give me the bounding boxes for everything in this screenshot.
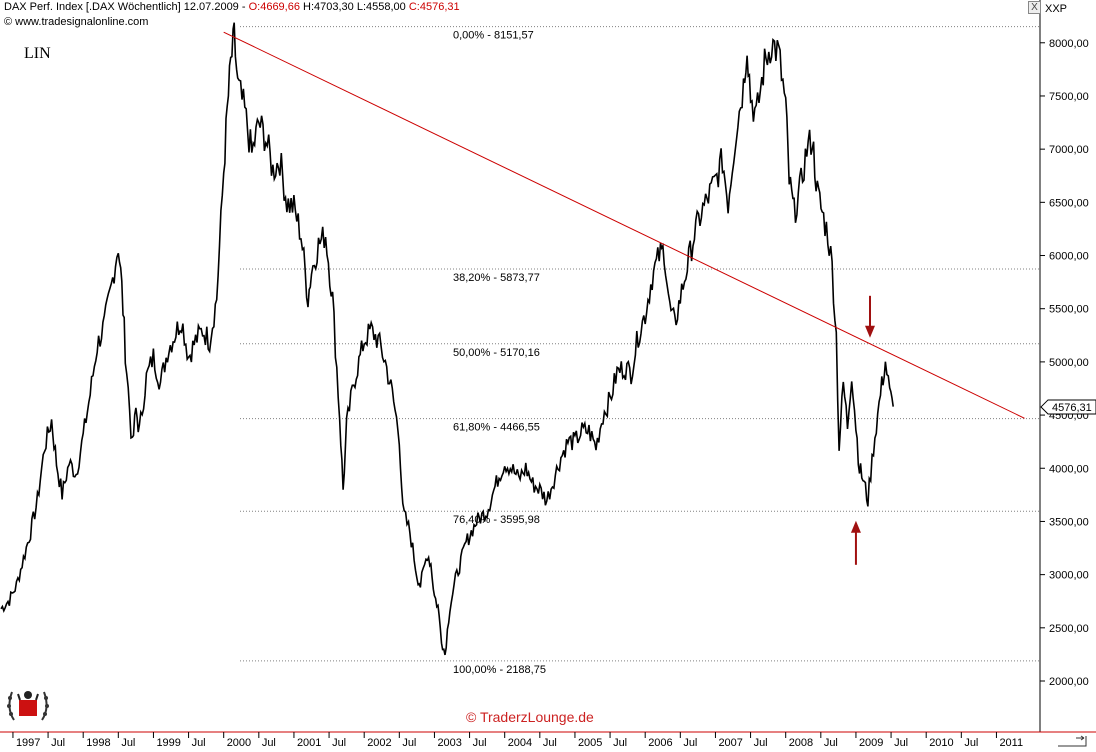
- instrument-title: DAX Perf. Index [.DAX Wöchentlich]: [4, 1, 181, 13]
- x-tick-label: 2011: [999, 737, 1023, 749]
- scale-label: LIN: [24, 45, 51, 62]
- x-tick-label: Jul: [824, 737, 838, 749]
- fib-level-label: 50,00% - 5170,16: [453, 347, 540, 359]
- arrow-head: [850, 520, 861, 533]
- fib-level-label: 38,20% - 5873,77: [453, 272, 540, 284]
- up-arrow-icon: [850, 520, 861, 565]
- x-tick-label: 2006: [648, 737, 672, 749]
- x-tick-label: Jul: [121, 737, 135, 749]
- copyright-icon: ©: [4, 16, 13, 28]
- source-line: © www.tradesignalonline.com: [4, 16, 148, 29]
- price-series-line: [0, 22, 894, 656]
- x-tick-label: 2001: [297, 737, 321, 749]
- x-axis-ticks: 1997 Jul 1998 Jul 1999 Jul 2000 Jul 2001 Jul 2002 J…: [12, 732, 1023, 749]
- x-tick-label: Jul: [402, 737, 416, 749]
- x-tick-label: Jul: [613, 737, 627, 749]
- low-value: L:4558,00: [356, 1, 406, 13]
- fib-level-label: 61,80% - 4466,55: [453, 422, 540, 434]
- close-value: C:4576,31: [408, 1, 460, 13]
- chart-header: DAX Perf. Index [.DAX Wöchentlich] 12.07…: [4, 1, 460, 13]
- resize-corner-icon[interactable]: [1056, 734, 1090, 748]
- laurel-logo-icon: [7, 691, 49, 721]
- arrow-layer: [850, 295, 875, 565]
- y-tick-label: 7500,00: [1049, 91, 1089, 103]
- fib-level-label: 0,00% - 8151,57: [453, 30, 534, 42]
- y-tick-label: 3000,00: [1049, 570, 1089, 582]
- x-tick-label: Jul: [754, 737, 768, 749]
- last-value-label: 4576,31: [1052, 402, 1092, 414]
- resistance-trendline: [223, 31, 1025, 419]
- brand-watermark: © TraderzLounge.de: [466, 709, 594, 725]
- x-tick-label: Jul: [473, 737, 487, 749]
- xxp-label: XXP: [1045, 3, 1068, 15]
- x-tick-label: 2009: [859, 737, 883, 749]
- fib-level-label: 76,40% - 3595,98: [453, 514, 540, 526]
- fibonacci-levels: 0,00% - 8151,57 38,20% - 5873,77 50,00% - …: [240, 26, 1040, 676]
- x-tick-label: 1997: [16, 737, 40, 749]
- x-tick-label: Jul: [683, 737, 697, 749]
- last-value-layer: 4576,31: [1040, 399, 1096, 415]
- x-tick-label: Jul: [964, 737, 978, 749]
- arrow-head: [864, 325, 875, 338]
- x-tick-label: 1999: [156, 737, 180, 749]
- x-tick-label: Jul: [51, 737, 65, 749]
- x-tick-label: 2003: [437, 737, 461, 749]
- x-tick-label: 2008: [789, 737, 813, 749]
- x-tick-label: 2002: [367, 737, 391, 749]
- x-tick-label: 2010: [929, 737, 953, 749]
- x-tick-label: 2007: [718, 737, 742, 749]
- down-arrow-icon: [864, 295, 875, 338]
- x-tick-label: Jul: [894, 737, 908, 749]
- high-value: H:4703,30: [303, 1, 354, 13]
- x-tick-label: 2004: [508, 737, 532, 749]
- trendline-layer: [223, 31, 1025, 419]
- source-url: www.tradesignalonline.com: [15, 16, 149, 28]
- x-tick-label: 2005: [578, 737, 602, 749]
- fib-level-label: 100,00% - 2188,75: [453, 664, 546, 676]
- y-tick-label: 4000,00: [1049, 463, 1089, 475]
- y-tick-label: 2000,00: [1049, 676, 1089, 688]
- close-chart-button[interactable]: X: [1028, 1, 1041, 14]
- price-series: [0, 22, 894, 656]
- x-tick-label: 1998: [86, 737, 110, 749]
- y-tick-label: 6000,00: [1049, 251, 1089, 263]
- y-tick-label: 7000,00: [1049, 144, 1089, 156]
- x-tick-label: Jul: [192, 737, 206, 749]
- x-tick-label: Jul: [332, 737, 346, 749]
- x-tick-label: Jul: [262, 737, 276, 749]
- last-value-box: [1040, 399, 1096, 415]
- y-tick-label: 3500,00: [1049, 516, 1089, 528]
- y-tick-label: 6500,00: [1049, 197, 1089, 209]
- y-tick-label: 5500,00: [1049, 304, 1089, 316]
- header-date: 12.07.2009: [183, 1, 239, 13]
- y-axis-ticks: 2000,002500,003000,003500,004000,004500,…: [1040, 38, 1089, 688]
- y-tick-label: 2500,00: [1049, 623, 1089, 635]
- y-tick-label: 5000,00: [1049, 357, 1089, 369]
- open-value: O:4669,66: [248, 1, 300, 13]
- x-tick-label: Jul: [543, 737, 557, 749]
- y-tick-label: 8000,00: [1049, 38, 1089, 50]
- x-tick-label: 2000: [227, 737, 251, 749]
